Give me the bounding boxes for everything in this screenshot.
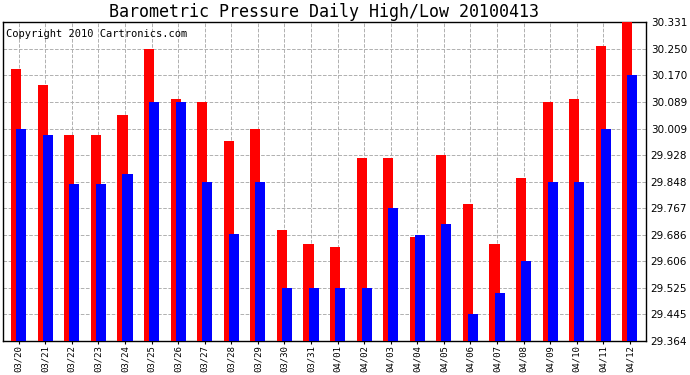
Bar bbox=[410, 237, 420, 341]
Title: Barometric Pressure Daily High/Low 20100413: Barometric Pressure Daily High/Low 20100… bbox=[109, 3, 540, 21]
Bar bbox=[69, 184, 79, 341]
Bar bbox=[38, 85, 48, 341]
Bar bbox=[117, 115, 128, 341]
Bar bbox=[601, 129, 611, 341]
Bar bbox=[627, 75, 638, 341]
Bar bbox=[548, 182, 558, 341]
Bar bbox=[569, 99, 580, 341]
Bar bbox=[64, 135, 75, 341]
Bar bbox=[330, 247, 340, 341]
Bar bbox=[362, 288, 372, 341]
Bar bbox=[415, 235, 425, 341]
Bar bbox=[542, 102, 553, 341]
Bar bbox=[622, 22, 633, 341]
Bar bbox=[463, 204, 473, 341]
Bar bbox=[224, 141, 234, 341]
Bar bbox=[229, 234, 239, 341]
Bar bbox=[255, 182, 266, 341]
Bar bbox=[176, 102, 186, 341]
Bar bbox=[574, 182, 584, 341]
Bar bbox=[197, 102, 207, 341]
Bar bbox=[277, 230, 287, 341]
Bar bbox=[442, 224, 451, 341]
Bar bbox=[388, 208, 398, 341]
Bar bbox=[335, 288, 345, 341]
Bar bbox=[595, 46, 606, 341]
Bar bbox=[123, 174, 132, 341]
Bar bbox=[304, 244, 313, 341]
Bar bbox=[202, 182, 213, 341]
Bar bbox=[521, 261, 531, 341]
Bar bbox=[357, 158, 366, 341]
Bar bbox=[383, 158, 393, 341]
Bar bbox=[91, 135, 101, 341]
Bar bbox=[436, 154, 446, 341]
Bar bbox=[516, 178, 526, 341]
Text: Copyright 2010 Cartronics.com: Copyright 2010 Cartronics.com bbox=[6, 29, 187, 39]
Bar bbox=[489, 244, 500, 341]
Bar bbox=[308, 288, 319, 341]
Bar bbox=[170, 99, 181, 341]
Bar bbox=[11, 69, 21, 341]
Bar bbox=[495, 293, 504, 341]
Bar bbox=[468, 315, 478, 341]
Bar bbox=[149, 102, 159, 341]
Bar bbox=[250, 129, 260, 341]
Bar bbox=[144, 49, 154, 341]
Bar bbox=[43, 135, 53, 341]
Bar bbox=[96, 184, 106, 341]
Bar bbox=[16, 129, 26, 341]
Bar bbox=[282, 288, 292, 341]
